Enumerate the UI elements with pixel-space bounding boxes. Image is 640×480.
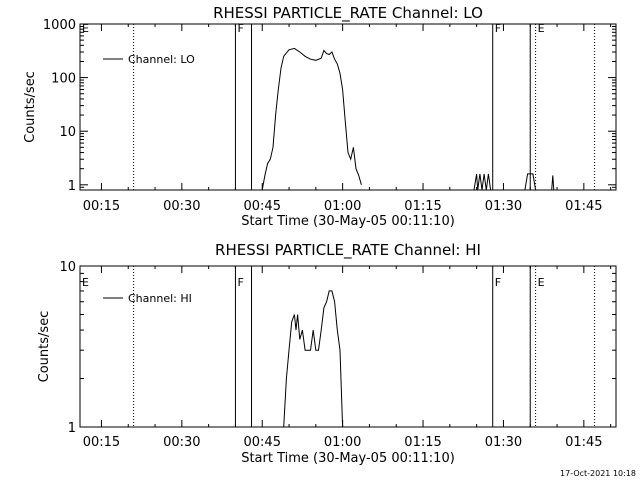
chart-title: RHESSI PARTICLE_RATE Channel: HI	[215, 241, 481, 260]
y-tick-label: 1	[68, 421, 76, 436]
series-line	[283, 290, 344, 428]
x-tick-label: 01:15	[404, 199, 441, 214]
event-marker-label: F	[237, 22, 243, 35]
x-tick-label: 01:30	[485, 199, 522, 214]
chart-title: RHESSI PARTICLE_RATE Channel: LO	[213, 4, 483, 23]
series-line	[524, 173, 537, 191]
y-axis-label: Counts/sec	[37, 311, 52, 383]
series-line	[473, 173, 492, 191]
event-marker-label: E	[82, 22, 89, 35]
plot-frame	[79, 23, 617, 191]
event-marker-label: F	[495, 276, 501, 289]
legend-label: Channel: HI	[128, 292, 192, 305]
x-tick-label: 00:15	[83, 435, 120, 450]
event-marker-label: F	[495, 22, 501, 35]
x-tick-label: 01:45	[565, 435, 602, 450]
series-line	[261, 47, 362, 191]
event-marker-label: E	[82, 276, 89, 289]
x-tick-label: 00:45	[244, 435, 281, 450]
x-tick-label: 01:00	[324, 435, 361, 450]
x-tick-label: 01:00	[324, 199, 361, 214]
y-tick-label: 100	[51, 72, 76, 87]
x-tick-label: 00:45	[244, 199, 281, 214]
x-tick-label: 00:30	[163, 199, 200, 214]
event-marker-label: F	[237, 276, 243, 289]
y-tick-label: 10	[59, 125, 76, 140]
plot-frame	[79, 265, 617, 428]
x-tick-label: 01:45	[565, 199, 602, 214]
series-line	[551, 175, 555, 191]
y-axis-label: Counts/sec	[23, 71, 38, 143]
x-tick-label: 00:15	[83, 199, 120, 214]
panel-lo: RHESSI PARTICLE_RATE Channel: LO 00:15 00:…	[23, 4, 617, 229]
x-axis-label: Start Time (30-May-05 00:11:10)	[241, 214, 455, 229]
event-marker-label: E	[538, 276, 545, 289]
x-tick-label: 00:30	[163, 435, 200, 450]
legend-label: Channel: LO	[128, 53, 195, 66]
event-marker-label: E	[538, 22, 545, 35]
x-axis-label: Start Time (30-May-05 00:11:10)	[241, 451, 455, 466]
y-tick-label: 1000	[43, 18, 76, 33]
x-tick-label: 01:15	[404, 435, 441, 450]
y-tick-label: 1	[68, 179, 76, 194]
y-tick-label: 10	[59, 260, 76, 275]
x-tick-label: 01:30	[485, 435, 522, 450]
panel-hi: RHESSI PARTICLE_RATE Channel: HI 00:15 00:…	[37, 241, 617, 466]
timestamp: 17-Oct-2021 10:18	[560, 469, 636, 478]
